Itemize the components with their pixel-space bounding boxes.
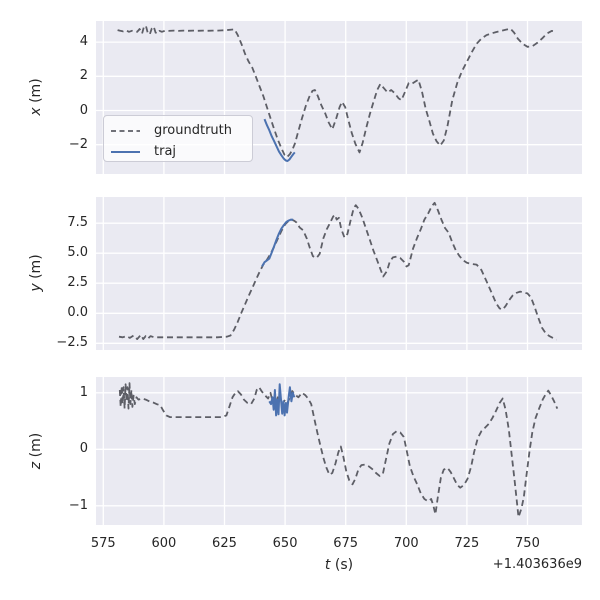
legend-label-traj: traj [154, 144, 177, 159]
series-groundtruth-z [118, 382, 559, 518]
y-axis-label-x: x (m) [28, 78, 44, 115]
legend-groundtruth-line-sample [111, 129, 140, 132]
y-tick-label-y: 0.0 [67, 305, 88, 321]
xlabel-var: t [324, 557, 331, 573]
plot-area-y [96, 197, 582, 350]
x-axis-offset-label: +1.403636e9 [492, 557, 582, 572]
y-tick-label-z: 0 [79, 441, 88, 457]
ylabel-unit-x: (m) [28, 78, 44, 103]
ylabel-var-y: y [28, 283, 44, 292]
y-tick-label-y: 7.5 [67, 215, 88, 231]
x-tick-label: 575 [90, 536, 116, 551]
ylabel-var-x: x [28, 107, 44, 116]
ylabel-unit-z: (m) [28, 432, 44, 458]
xlabel-unit: (s) [334, 557, 354, 573]
legend: groundtruth traj [103, 115, 253, 162]
x-tick-label: 600 [151, 536, 177, 551]
x-tick-label: 625 [212, 536, 237, 551]
ylabel-unit-y: (m) [28, 254, 44, 279]
y-axis-label-y: y (m) [28, 254, 44, 291]
x-axis-label: t (s) [325, 557, 353, 573]
y-tick-label-x: 4 [79, 34, 88, 50]
y-tick-label-x: −2 [68, 136, 88, 152]
y-tick-label-y: 5.0 [67, 245, 88, 261]
legend-label-groundtruth: groundtruth [154, 123, 233, 138]
series-groundtruth-x [117, 24, 557, 158]
series-groundtruth-y [118, 201, 557, 341]
series-traj-y [261, 218, 294, 267]
y-tick-label-x: 0 [79, 102, 88, 118]
x-tick-label: 725 [454, 536, 480, 551]
legend-item-groundtruth: groundtruth [110, 120, 252, 141]
ylabel-var-z: z [28, 461, 44, 470]
x-tick-label: 700 [393, 536, 419, 551]
y-tick-label-x: 2 [79, 68, 88, 84]
plot-area-z [96, 377, 582, 525]
series-traj-z [268, 383, 296, 417]
series-traj-x [263, 118, 296, 162]
y-tick-label-z: 1 [79, 384, 88, 400]
x-tick-label: 675 [333, 536, 359, 551]
legend-item-traj: traj [110, 141, 252, 162]
y-tick-label-y: 2.5 [67, 275, 88, 291]
y-axis-label-z: z (m) [28, 433, 44, 469]
x-tick-label: 750 [515, 536, 540, 551]
legend-traj-line-sample [111, 150, 140, 153]
x-tick-label: 650 [272, 536, 298, 551]
y-tick-label-y: −2.5 [56, 335, 88, 351]
y-tick-label-z: −1 [68, 497, 88, 513]
